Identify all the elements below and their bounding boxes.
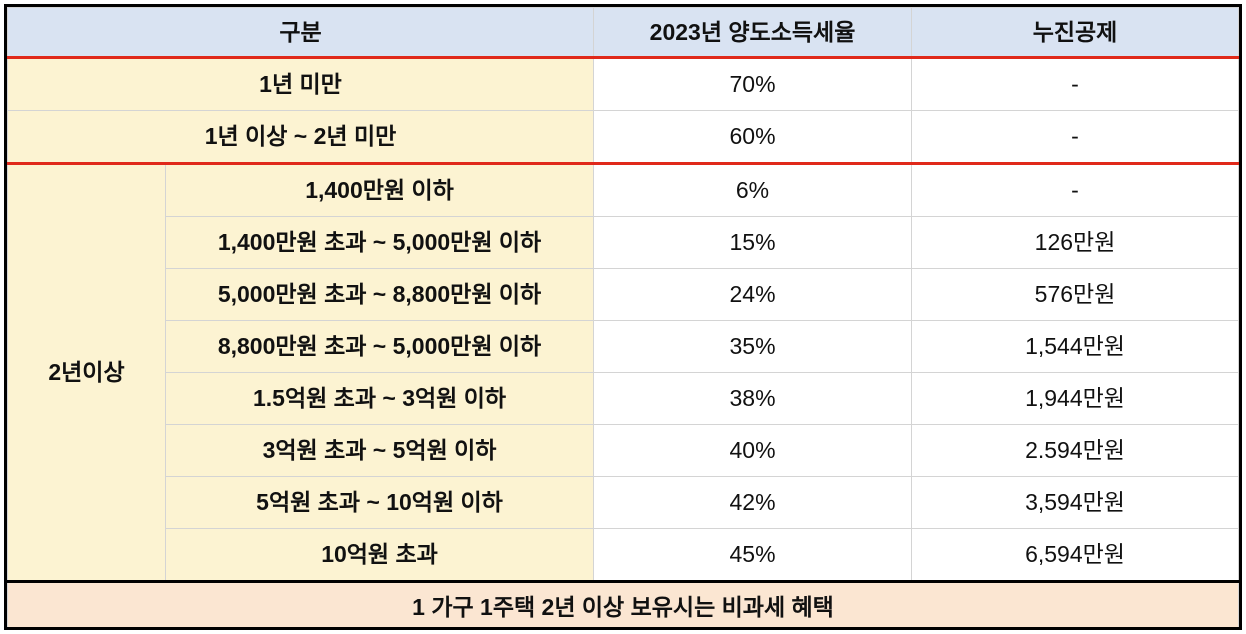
holding-period-cell: 1년 이상 ~ 2년 미만 <box>7 110 595 164</box>
header-tax-rate: 2023년 양도소득세율 <box>593 7 913 59</box>
tax-rate-cell: 6% <box>593 162 913 217</box>
table-row: 1년 이상 ~ 2년 미만 60% - <box>7 110 1239 164</box>
deduction-cell: 1,544만원 <box>911 320 1239 373</box>
tax-rate-table-frame: 구분 2023년 양도소득세율 누진공제 1년 미만 70% - 1년 이상 ~… <box>4 4 1242 630</box>
deduction-cell: 3,594만원 <box>911 476 1239 529</box>
tax-rate-cell: 70% <box>593 57 913 111</box>
income-bracket-cell: 5,000만원 초과 ~ 8,800만원 이하 <box>164 268 595 321</box>
table-row: 1년 미만 70% - <box>7 57 1239 111</box>
deduction-cell: 576만원 <box>911 268 1239 321</box>
income-bracket-cell: 1,400만원 초과 ~ 5,000만원 이하 <box>164 216 595 269</box>
income-bracket-cell: 10억원 초과 <box>164 528 595 582</box>
tax-rate-cell: 40% <box>593 424 913 477</box>
tax-rate-cell: 42% <box>593 476 913 529</box>
table-row: 2년이상 1,400만원 이하 6% - <box>7 162 1239 582</box>
income-bracket-cell: 5억원 초과 ~ 10억원 이하 <box>164 476 595 529</box>
table-header-row: 구분 2023년 양도소득세율 누진공제 <box>7 7 1239 59</box>
tax-rate-cell: 15% <box>593 216 913 269</box>
table-footer-row: 1 가구 1주택 2년 이상 보유시는 비과세 혜택 <box>7 580 1239 627</box>
holding-period-cell: 1년 미만 <box>7 57 595 111</box>
tax-rate-cell: 45% <box>593 528 913 582</box>
table-row: 1.5억원 초과 ~ 3억원 이하 38% 1,944만원 <box>8 372 1239 425</box>
tax-rate-cell: 35% <box>593 320 913 373</box>
deduction-cell: 126만원 <box>911 216 1239 269</box>
deduction-cell: - <box>911 162 1239 217</box>
table-row: 8,800만원 초과 ~ 5,000만원 이하 35% 1,544만원 <box>8 320 1239 373</box>
capital-gains-tax-table: 구분 2023년 양도소득세율 누진공제 1년 미만 70% - 1년 이상 ~… <box>7 7 1239 627</box>
table-row: 5,000만원 초과 ~ 8,800만원 이하 24% 576만원 <box>8 268 1239 321</box>
income-bracket-cell: 1,400만원 이하 <box>164 162 595 217</box>
deduction-cell: - <box>911 110 1239 164</box>
tax-rate-cell: 38% <box>593 372 913 425</box>
table-row: 10억원 초과 45% 6,594만원 <box>8 528 1239 582</box>
long-term-label-cell: 2년이상 <box>7 162 166 582</box>
header-deduction: 누진공제 <box>911 7 1239 59</box>
income-bracket-cell: 1.5억원 초과 ~ 3억원 이하 <box>164 372 595 425</box>
deduction-cell: 6,594만원 <box>911 528 1239 582</box>
table-row: 1,400만원 초과 ~ 5,000만원 이하 15% 126만원 <box>8 216 1239 269</box>
table-row: 5억원 초과 ~ 10억원 이하 42% 3,594만원 <box>8 476 1239 529</box>
table-row: 3억원 초과 ~ 5억원 이하 40% 2.594만원 <box>8 424 1239 477</box>
deduction-cell: 1,944만원 <box>911 372 1239 425</box>
tax-rate-cell: 60% <box>593 110 913 164</box>
header-category: 구분 <box>7 7 595 59</box>
exemption-note: 1 가구 1주택 2년 이상 보유시는 비과세 혜택 <box>7 580 1239 627</box>
income-bracket-cell: 8,800만원 초과 ~ 5,000만원 이하 <box>164 320 595 373</box>
income-bracket-cell: 3억원 초과 ~ 5억원 이하 <box>164 424 595 477</box>
deduction-cell: - <box>911 57 1239 111</box>
tax-rate-cell: 24% <box>593 268 913 321</box>
deduction-cell: 2.594만원 <box>911 424 1239 477</box>
